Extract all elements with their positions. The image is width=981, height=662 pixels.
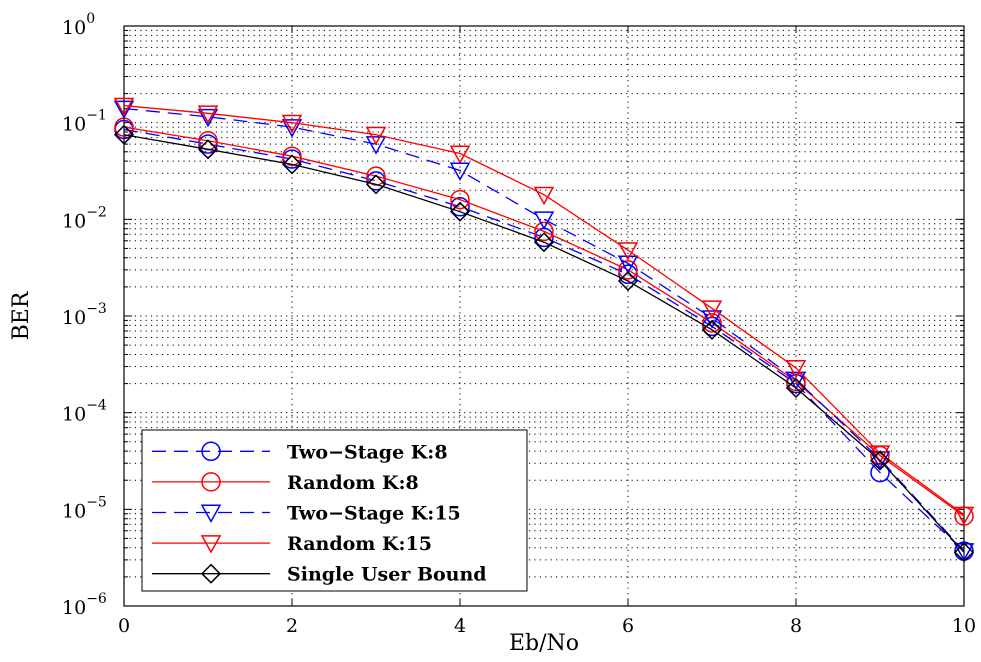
data-point: [869, 450, 891, 471]
x-tick-label: 6: [622, 615, 634, 637]
series-line: [123, 128, 965, 552]
legend-label: Random K:15: [287, 533, 432, 555]
data-point: [617, 242, 639, 261]
data-point: [533, 186, 555, 206]
data-point: [365, 174, 387, 195]
data-point: [365, 126, 387, 146]
data-point: [197, 139, 219, 160]
data-point: [869, 445, 891, 464]
data-point: [618, 260, 638, 280]
data-point: [533, 232, 555, 253]
data-point: [701, 319, 723, 340]
legend-marker: [201, 441, 221, 462]
series-line: [123, 104, 965, 516]
legend-marker: [200, 535, 222, 554]
data-point: [617, 255, 639, 274]
data-point: [113, 124, 135, 145]
y-axis-label: BER: [9, 290, 34, 340]
legend-marker: [200, 563, 222, 584]
y-tick-label: 10−6: [62, 591, 107, 619]
data-point: [533, 211, 555, 230]
x-tick-label: 2: [286, 615, 298, 637]
series-2: [113, 100, 975, 562]
data-point: [449, 201, 471, 222]
x-tick-label: 8: [790, 615, 802, 637]
data-point: [617, 270, 639, 292]
data-point: [366, 171, 386, 191]
data-point: [197, 108, 219, 128]
y-tick-label: 10−5: [62, 494, 107, 522]
y-tick-label: 10−2: [62, 204, 107, 232]
x-axis-label: Eb/No: [509, 631, 579, 656]
series-line: [123, 134, 965, 553]
data-point: [534, 221, 554, 242]
axes: 0 2 4 6 8 10 100 10−1 10−2 10−3 10−4 10−5 10−6: [62, 11, 976, 637]
x-tick-label: 4: [454, 615, 466, 637]
y-tick-label: 10−1: [62, 108, 107, 136]
data-point: [702, 313, 722, 333]
data-point: [450, 196, 470, 217]
y-tick-label: 10−3: [62, 301, 107, 329]
x-tick-label: 10: [952, 615, 976, 637]
legend-label: Single User Bound: [287, 564, 487, 586]
series-group: [113, 97, 975, 563]
data-point: [113, 97, 135, 117]
legend-box: [141, 429, 528, 592]
data-point: [365, 136, 387, 155]
legend-marker: [200, 504, 222, 524]
legend-label: Two−Stage K:8: [287, 441, 448, 463]
series-line: [123, 107, 965, 552]
data-point: [785, 377, 807, 399]
y-tick-label: 10−4: [62, 398, 107, 426]
legend-label: Two−Stage K:15: [287, 503, 461, 525]
data-point: [785, 371, 807, 391]
data-point: [953, 542, 975, 563]
data-point: [701, 310, 723, 329]
series-3: [113, 97, 975, 526]
x-tick-label: 0: [118, 615, 130, 637]
legend: Two−Stage K:8 Random K:8 Two−Stage K:15 Ran…: [141, 429, 528, 592]
y-tick-label: 100: [62, 11, 95, 39]
data-point: [281, 154, 303, 175]
data-point: [113, 100, 135, 120]
data-point: [785, 360, 807, 379]
series-4: [113, 124, 975, 563]
data-point: [366, 166, 386, 186]
data-point: [281, 119, 303, 138]
data-point: [618, 264, 638, 285]
data-point: [953, 506, 975, 526]
legend-label: Random K:8: [287, 472, 419, 494]
data-point: [449, 145, 471, 165]
legend-marker: [201, 472, 221, 492]
data-point: [281, 114, 303, 134]
data-point: [282, 146, 302, 166]
data-point: [197, 105, 219, 124]
data-point: [450, 189, 470, 210]
data-point: [701, 300, 723, 319]
